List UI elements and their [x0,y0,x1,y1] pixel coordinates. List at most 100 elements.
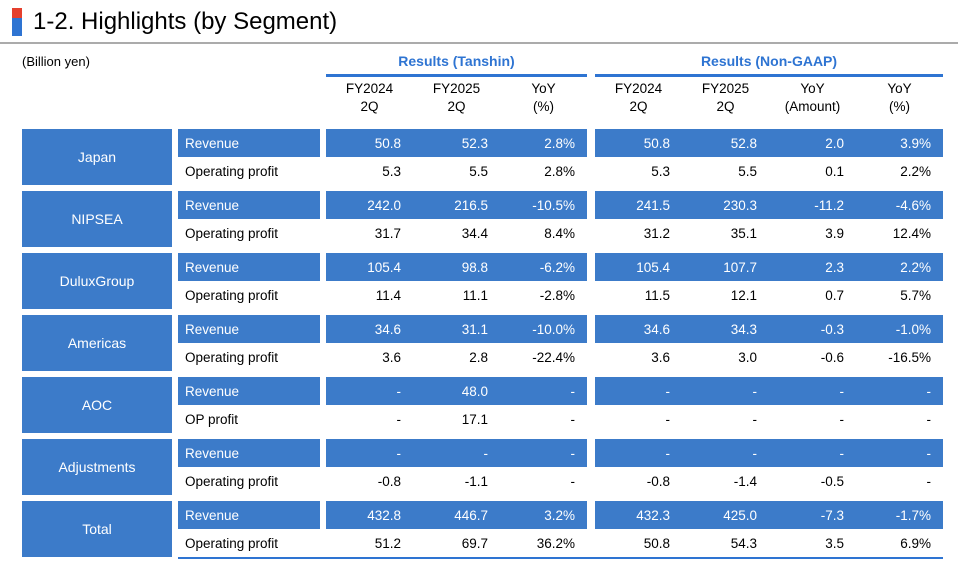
nongaap-values: ---- [595,439,943,467]
nongaap-underline [595,74,943,77]
value-cell: 216.5 [454,197,488,213]
value-cell: 105.4 [367,259,401,275]
results-table: (Billion yen) Results (Tanshin) Results … [22,48,958,559]
value-cell: - [570,383,576,399]
column-header-line2: 2Q [360,99,379,115]
column-header-line2: 2Q [716,99,735,115]
segment-name: Adjustments [22,439,172,495]
column-header-line1: YoY [887,81,912,96]
value-cell: 34.6 [374,321,401,337]
value-cell: 50.8 [643,535,670,551]
column-header-line1: FY2024 [345,81,394,96]
value-cell: 2.2% [900,163,931,179]
tanshin-values: 5.3 5.5 2.8% [326,157,587,185]
value-cell: -10.5% [532,197,575,213]
nongaap-values: 31.2 35.1 3.9 12.4% [595,219,943,247]
value-cell: - [926,383,932,399]
bullet-blue-segment [12,18,22,36]
value-cell: 11.1 [462,287,488,303]
value-cell: 17.1 [461,411,488,427]
value-cell: - [839,383,845,399]
value-cell: - [396,445,402,461]
value-cell: -2.8% [539,287,575,303]
value-cell: 31.1 [461,321,488,337]
value-cell: 2.8% [544,135,575,151]
value-cell: 8.4% [544,225,575,241]
value-cell: 3.2% [544,507,575,523]
segment-name: Japan [22,129,172,185]
value-cell: 241.5 [636,197,670,213]
tanshin-values: --- [326,439,587,467]
value-cell: 34.6 [643,321,670,337]
value-cell: 12.1 [730,287,757,303]
value-cell: -4.6% [895,197,931,213]
value-cell: 3.9 [825,225,844,241]
segment-name: Total [22,501,172,557]
nongaap-values: ---- [595,377,943,405]
column-header-nongaap-fy2025: FY2025 2Q [682,77,769,123]
value-cell: 3.9% [900,135,931,151]
value-cell: 3.0 [738,349,757,365]
value-cell: 52.3 [461,135,488,151]
nongaap-values: 11.5 12.1 0.7 5.7% [595,281,943,309]
title-bullet-icon [12,8,22,36]
value-cell: - [926,411,932,427]
value-cell: -1.0% [895,321,931,337]
value-cell: -7.3 [820,507,844,523]
value-cell: 6.9% [900,535,931,551]
value-cell: 11.4 [375,287,401,303]
group-header-nongaap: Results (Non-GAAP) [700,53,838,69]
value-cell: -11.2 [814,197,844,213]
value-cell: 446.7 [454,507,488,523]
value-cell: -0.8 [377,473,401,489]
column-header-line1: FY2024 [614,81,663,96]
row-label: Revenue [178,377,320,405]
column-header-line2: (%) [533,99,554,115]
value-cell: 105.4 [636,259,670,275]
value-cell: 432.8 [367,507,401,523]
value-cell: 2.8 [469,349,488,365]
column-header-line2: 2Q [447,99,466,115]
column-header-tanshin-yoy-pct: YoY (%) [500,77,587,123]
row-label: Revenue [178,315,320,343]
row-label: Revenue [178,253,320,281]
value-cell: 5.5 [469,163,488,179]
value-cell: -1.1 [464,473,488,489]
value-cell: 107.7 [723,259,757,275]
value-cell: 5.3 [651,163,670,179]
value-cell: 50.8 [643,135,670,151]
value-cell: 69.7 [461,535,488,551]
table-bottom-rule [178,557,943,559]
tanshin-underline [326,74,587,77]
value-cell: - [570,473,576,489]
column-header-nongaap-yoy-amount: YoY (Amount) [769,77,856,123]
value-cell: 34.3 [730,321,757,337]
value-cell: 3.6 [651,349,670,365]
title-divider [0,42,958,44]
tanshin-values: 11.4 11.1 -2.8% [326,281,587,309]
tanshin-values: 31.7 34.4 8.4% [326,219,587,247]
value-cell: - [665,383,671,399]
column-header-nongaap-yoy-pct: YoY (%) [856,77,943,123]
value-cell: -0.8 [646,473,670,489]
value-cell: 31.7 [374,225,401,241]
value-cell: 52.8 [730,135,757,151]
value-cell: - [839,445,845,461]
column-header-line1: FY2025 [432,81,481,96]
column-header-line2: (%) [889,99,910,115]
column-header-tanshin-fy2024: FY2024 2Q [326,77,413,123]
row-label: Revenue [178,191,320,219]
value-cell: 34.4 [461,225,488,241]
row-label: Operating profit [178,343,320,371]
value-cell: 5.5 [738,163,757,179]
value-cell: - [665,445,671,461]
tanshin-values: 432.8 446.7 3.2% [326,501,587,529]
row-label: Operating profit [178,467,320,495]
value-cell: - [483,445,489,461]
row-label: OP profit [178,405,320,433]
value-cell: 0.7 [825,287,844,303]
value-cell: - [752,383,758,399]
nongaap-values: 432.3 425.0 -7.3 -1.7% [595,501,943,529]
tanshin-values: 34.6 31.1 -10.0% [326,315,587,343]
value-cell: 5.7% [900,287,931,303]
